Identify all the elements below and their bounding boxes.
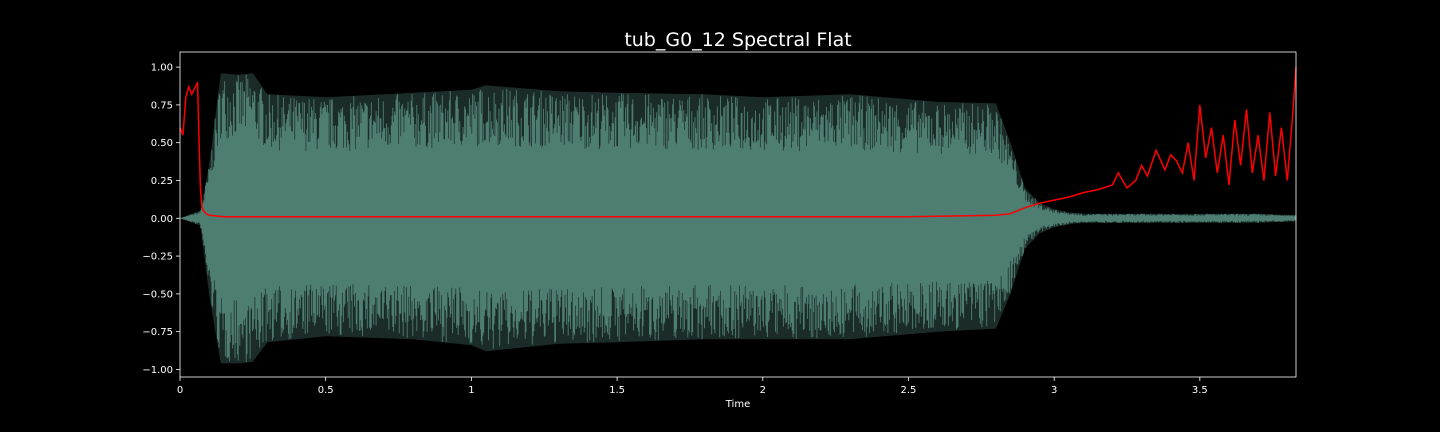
axes-frame (179, 51, 1297, 378)
y-axis-ticks: 1.00 0.75 0.50 0.25 0.00 −0.25 −0.50 −0.75 −1.00 (142, 63, 180, 376)
y-tick-label: 0.25 (151, 176, 173, 187)
y-tick-label: 1.00 (151, 63, 173, 74)
y-tick-label: −1.00 (142, 365, 173, 376)
x-tick-label: 2 (760, 385, 766, 396)
y-tick-label: 0.50 (151, 138, 173, 149)
x-tick-label: 1 (468, 385, 474, 396)
y-tick-label: −0.25 (142, 252, 173, 263)
x-axis-title: Time (725, 399, 750, 410)
x-axis-ticks: 0 0.5 1 1.5 2 2.5 3 3.5 (177, 377, 1208, 396)
x-tick-label: 0 (177, 385, 183, 396)
x-tick-label: 3.5 (1192, 385, 1208, 396)
y-tick-label: −0.75 (142, 327, 173, 338)
spectral-flatness-series-line (179, 67, 1297, 218)
x-tick-label: 0.5 (318, 385, 334, 396)
plot-area (179, 67, 1297, 364)
x-tick-label: 1.5 (609, 385, 625, 396)
y-tick-label: 0.75 (151, 100, 173, 111)
y-tick-label: 0.00 (151, 214, 173, 225)
waveform-trace (180, 74, 1297, 363)
x-tick-label: 3 (1051, 385, 1057, 396)
y-tick-label: −0.50 (142, 289, 173, 300)
waveform-group (180, 73, 1297, 364)
x-tick-label: 2.5 (901, 385, 917, 396)
chart-title: tub_G0_12 Spectral Flat (624, 29, 851, 51)
